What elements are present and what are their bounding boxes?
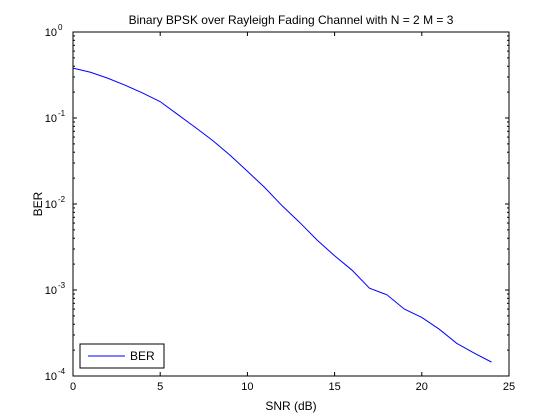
x-tick-label: 25 xyxy=(503,381,515,393)
legend-label-ber: BER xyxy=(130,349,155,363)
y-tick-label-exp: -1 xyxy=(58,109,66,118)
y-tick-label-exp: 0 xyxy=(58,23,63,32)
legend: BER xyxy=(79,343,165,369)
y-tick-label-base: 10 xyxy=(45,285,57,297)
axes-box xyxy=(72,31,510,377)
y-tick-label-base: 10 xyxy=(45,371,57,383)
plot-area xyxy=(73,32,509,376)
x-tick-label: 0 xyxy=(70,381,76,393)
y-axis-label: BER xyxy=(31,191,45,216)
y-tick-label-base: 10 xyxy=(45,27,57,39)
x-axis-label: SNR (dB) xyxy=(265,399,316,413)
x-tick-label: 15 xyxy=(328,381,340,393)
y-tick-label-exp: -4 xyxy=(58,367,66,376)
x-tick-label: 10 xyxy=(241,381,253,393)
y-tick-label-base: 10 xyxy=(45,113,57,125)
x-tick-label: 20 xyxy=(416,381,428,393)
y-tick-label-base: 10 xyxy=(45,199,57,211)
y-tick-label-exp: -3 xyxy=(58,281,66,290)
chart-title: Binary BPSK over Rayleigh Fading Channel… xyxy=(129,13,454,27)
x-tick-label: 5 xyxy=(157,381,163,393)
series-line-ber xyxy=(72,67,492,363)
y-tick-label-exp: -2 xyxy=(58,195,66,204)
